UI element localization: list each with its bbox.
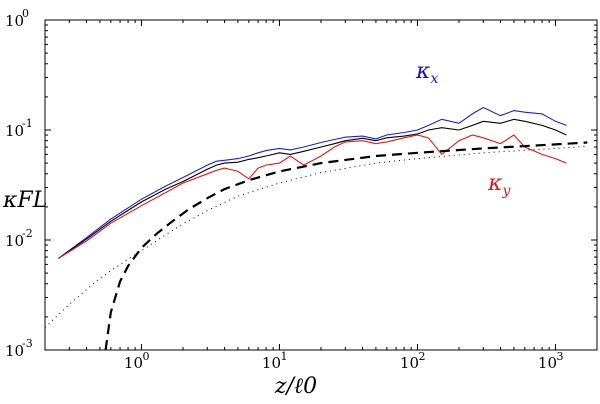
series-kappa-x	[58, 106, 567, 259]
series-kappa-total	[58, 118, 567, 259]
series-group	[44, 106, 588, 351]
kappa-y-annotation: κy	[487, 171, 511, 199]
y-tick-label: 10	[5, 12, 24, 30]
y-tick-exponent: -3	[22, 337, 33, 350]
x-axis-label: z/ℓ0	[274, 374, 317, 399]
y-tick-exponent: 0	[22, 7, 29, 20]
kappa-x-annotation: κx	[415, 59, 438, 87]
series-dotted-fit	[44, 145, 588, 328]
x-tick-label: 10	[262, 354, 281, 372]
x-tick-label: 10	[124, 354, 143, 372]
series-kappa-y	[58, 134, 567, 259]
x-tick-label: 10	[538, 354, 557, 372]
x-tick-exponent: 1	[280, 350, 287, 363]
y-tick-exponent: -1	[22, 117, 33, 130]
series-dashed-fit	[104, 141, 588, 351]
x-tick-exponent: 0	[142, 350, 149, 363]
y-tick-label: 10	[5, 232, 24, 250]
y-axis-label: κFL	[2, 188, 47, 213]
y-tick-label: 10	[5, 122, 24, 140]
x-tick-label: 10	[400, 354, 419, 372]
y-tick-label: 10	[5, 342, 24, 360]
x-ticks: 10 0 10 1 10 2 10 3	[44, 20, 598, 372]
y-tick-exponent: -2	[22, 227, 33, 240]
x-tick-exponent: 3	[556, 350, 563, 363]
x-tick-exponent: 2	[418, 350, 425, 363]
plot-frame	[44, 19, 598, 351]
